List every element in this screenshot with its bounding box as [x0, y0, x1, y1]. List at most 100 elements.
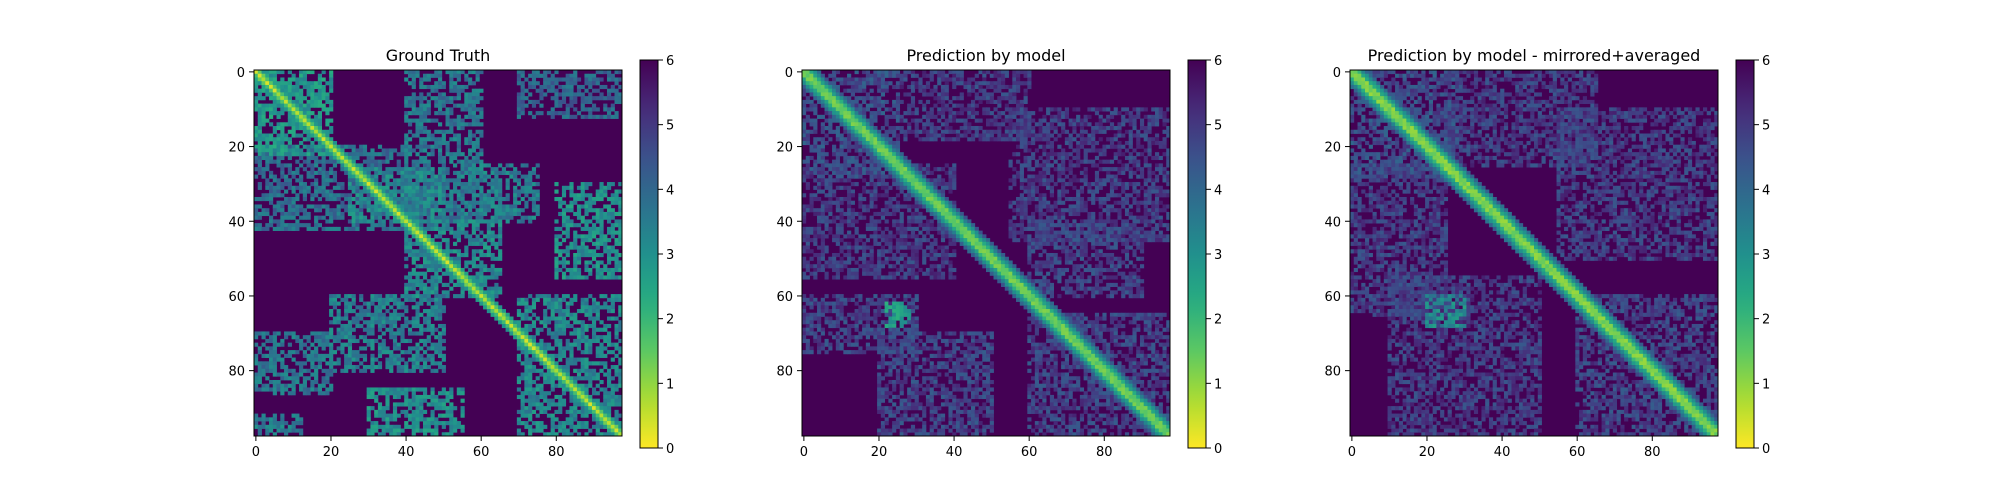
heatmap-cell: [400, 338, 405, 344]
heatmap-cell: [434, 271, 439, 276]
heatmap-cell: [580, 338, 585, 344]
heatmap-cell: [599, 271, 604, 276]
heatmap-cell: [1042, 114, 1047, 119]
heatmap-cell: [528, 350, 533, 355]
heatmap-cell: [261, 372, 266, 377]
heatmap-cell: [419, 338, 424, 344]
heatmap-cell: [561, 312, 567, 317]
heatmap-cell: [588, 316, 593, 321]
heatmap-cell: [280, 148, 285, 153]
heatmap-cell: [584, 297, 589, 302]
heatmap-cell: [438, 215, 443, 220]
heatmap-cell: [1106, 118, 1111, 123]
heatmap-cell: [374, 182, 379, 187]
heatmap-cell: [411, 279, 416, 284]
heatmap-cell: [618, 297, 623, 302]
heatmap-cell: [1117, 111, 1122, 116]
heatmap-cell: [344, 163, 349, 168]
heatmap-cell: [389, 361, 394, 366]
heatmap-cell: [445, 245, 450, 250]
heatmap-cell: [280, 338, 285, 344]
heatmap-cell: [531, 346, 537, 351]
heatmap-cell: [415, 271, 420, 276]
heatmap-cell: [329, 297, 334, 302]
heatmap-cell: [396, 167, 401, 172]
heatmap-cell: [269, 77, 274, 82]
heatmap-cell: [498, 170, 503, 175]
heatmap-cell: [280, 122, 285, 127]
heatmap-cell: [377, 323, 383, 329]
heatmap-cell: [422, 387, 428, 392]
heatmap-cell: [306, 88, 311, 93]
heatmap-cell: [265, 331, 270, 336]
heatmap-cell: [280, 350, 285, 355]
heatmap-cell: [479, 167, 484, 172]
heatmap-cell: [441, 99, 446, 105]
heatmap-cell: [591, 406, 597, 411]
heatmap-cell: [280, 152, 285, 157]
heatmap-cell: [336, 309, 341, 314]
heatmap-cell: [565, 368, 570, 373]
heatmap-cell: [317, 111, 322, 116]
heatmap-cell: [1162, 118, 1167, 123]
heatmap-cell: [272, 148, 277, 153]
heatmap-cell: [302, 350, 307, 355]
heatmap-cell: [618, 182, 623, 187]
heatmap-cell: [456, 133, 461, 138]
heatmap-cell: [967, 107, 972, 112]
heatmap-cell: [513, 170, 518, 175]
heatmap-cell: [377, 170, 383, 175]
heatmap-cell: [291, 129, 296, 134]
heatmap-cell: [565, 114, 570, 119]
colorbar-tick-label: 5: [666, 119, 674, 134]
heatmap-cell: [588, 249, 593, 254]
heatmap-cell: [317, 99, 322, 105]
heatmap-cell: [434, 81, 439, 86]
heatmap-cell: [460, 118, 465, 123]
heatmap-cell: [809, 103, 814, 108]
heatmap-cell: [396, 424, 401, 429]
heatmap-cell: [606, 114, 612, 119]
heatmap-cell: [869, 96, 874, 101]
heatmap-cell: [434, 428, 439, 433]
heatmap-cell: [449, 230, 454, 235]
heatmap-cell: [618, 204, 623, 209]
heatmap-cell: [404, 215, 409, 220]
heatmap-cell: [832, 81, 837, 86]
heatmap-cell: [456, 260, 461, 265]
heatmap-cell: [561, 185, 567, 190]
heatmap-cell: [565, 111, 570, 116]
heatmap-cell: [374, 185, 379, 190]
heatmap-cell: [377, 365, 383, 370]
heatmap-cell: [468, 114, 473, 119]
heatmap-cell: [877, 111, 882, 116]
heatmap-cell: [460, 424, 465, 429]
heatmap-cell: [618, 428, 623, 433]
heatmap-cell: [618, 84, 623, 90]
heatmap-cell: [392, 417, 398, 422]
heatmap-cell: [426, 320, 431, 325]
heatmap-cell: [865, 92, 870, 97]
heatmap-cell: [389, 391, 394, 396]
heatmap-cell: [295, 428, 300, 433]
heatmap-cell: [569, 219, 574, 224]
heatmap-cell: [404, 256, 409, 261]
heatmap-cell: [422, 182, 428, 187]
heatmap-cell: [595, 383, 600, 388]
heatmap-cell: [558, 409, 563, 414]
heatmap-cell: [554, 309, 559, 314]
heatmap-cell: [543, 84, 548, 90]
heatmap-cell: [528, 335, 533, 340]
colorbar-tick-label: 6: [666, 54, 674, 69]
heatmap-cell: [569, 301, 574, 306]
heatmap-cell: [336, 193, 341, 198]
heatmap-cell: [554, 372, 559, 377]
heatmap-cell: [392, 346, 398, 351]
heatmap-cell: [441, 155, 446, 161]
heatmap-cell: [498, 223, 503, 228]
heatmap-cell: [299, 114, 304, 119]
heatmap-cell: [415, 428, 420, 433]
heatmap-cell: [329, 361, 334, 366]
heatmap-cell: [937, 118, 942, 123]
heatmap-cell: [565, 320, 570, 325]
